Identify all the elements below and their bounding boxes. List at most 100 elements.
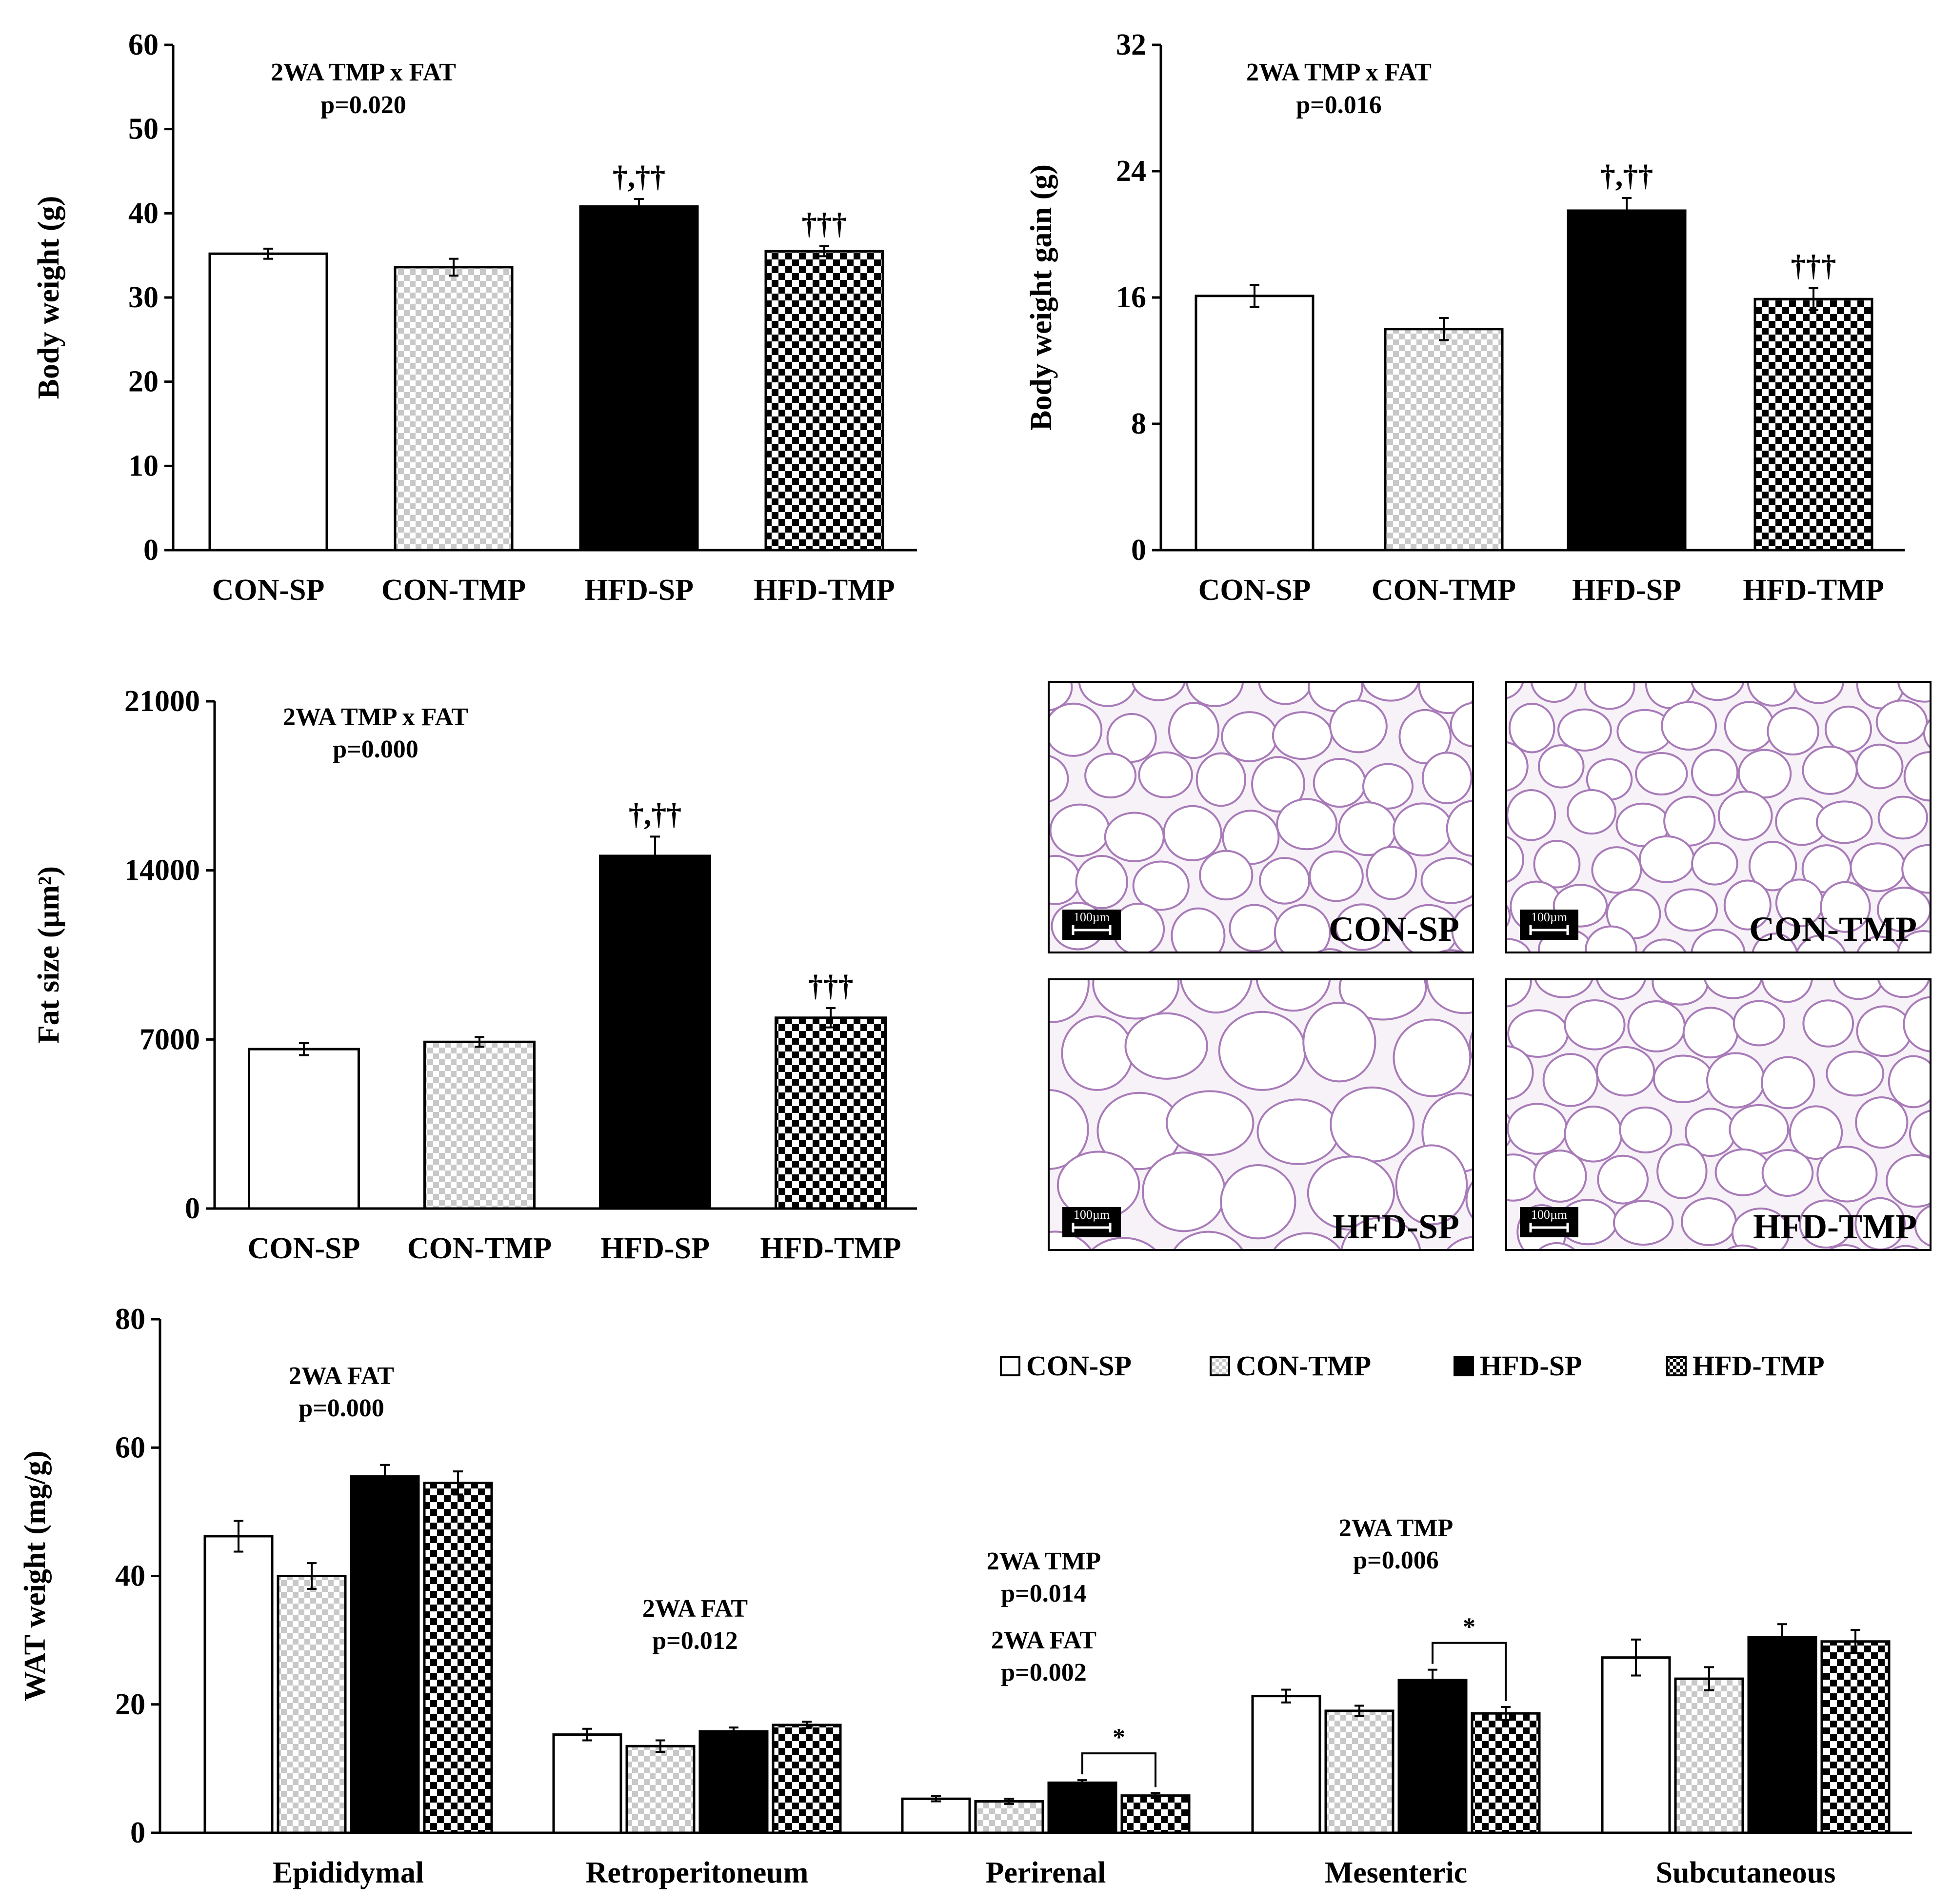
- error-bar: [1281, 1688, 1291, 1704]
- adipocyte: [1195, 752, 1247, 807]
- adipocyte: [1888, 1055, 1931, 1109]
- adipocyte: [1362, 763, 1414, 810]
- adipocyte: [922, 956, 1007, 1022]
- stats-annotation: 2WA FAT: [991, 1626, 1096, 1654]
- legend-label: HFD-TMP: [1693, 1350, 1825, 1382]
- category-label: CON-SP: [1198, 574, 1311, 607]
- adipocyte: [1802, 745, 1858, 795]
- scale-bar: 100µm: [1520, 1207, 1578, 1237]
- adipocyte: [1855, 1096, 1909, 1149]
- adipocyte: [1302, 1001, 1376, 1083]
- y-tick-label: 20: [115, 1688, 145, 1721]
- adipocyte: [1724, 701, 1775, 752]
- adipocyte: [1903, 996, 1931, 1052]
- bar-con-sp: [248, 1048, 360, 1210]
- error-bar: [1809, 287, 1818, 311]
- adipocyte: [1875, 699, 1928, 745]
- adipocyte: [1856, 1005, 1912, 1057]
- adipocyte: [1731, 1208, 1790, 1250]
- y-tick-label: 30: [128, 281, 159, 314]
- micrograph-frame: [1048, 978, 1474, 1251]
- adipocyte: [1398, 709, 1452, 765]
- error-bar: [582, 1727, 592, 1742]
- adipocyte: [1914, 1205, 1931, 1247]
- adipocyte: [1627, 1000, 1686, 1052]
- adipocyte: [1329, 699, 1388, 754]
- adipocyte: [1340, 1216, 1421, 1250]
- category-label: CON-SP: [212, 574, 325, 607]
- adipocyte: [1514, 604, 1564, 656]
- adipocyte: [1251, 756, 1306, 813]
- category-label: CON-SP: [248, 1232, 360, 1265]
- error-bar: [453, 1470, 463, 1496]
- adipocyte: [1276, 798, 1338, 851]
- bar-epididymal-con-tmp: [277, 1575, 347, 1834]
- legend-swatch-con-sp: [1000, 1356, 1020, 1376]
- adipocyte: [1567, 789, 1617, 835]
- y-tick-label: 0: [130, 1816, 145, 1849]
- micrograph-label: HFD-SP: [1333, 1207, 1459, 1246]
- legend: CON-SP CON-TMP HFD-SP HFD-TMP: [1000, 1350, 1825, 1382]
- adipocyte: [1257, 682, 1313, 705]
- stats-annotation: 2WA TMP x FAT: [271, 59, 456, 86]
- significance-mark: †,††: [613, 160, 666, 194]
- adipocyte: [1723, 879, 1772, 931]
- stats-annotation: 2WA TMP x FAT: [1246, 59, 1432, 86]
- category-label: HFD-TMP: [754, 574, 895, 607]
- adipocyte: [1703, 979, 1763, 999]
- adipocyte: [1691, 749, 1739, 796]
- y-tick-label: 24: [1116, 155, 1146, 188]
- adipocyte: [1733, 1000, 1786, 1047]
- stats-annotation: p=0.014: [1001, 1580, 1087, 1607]
- adipocyte: [1052, 605, 1101, 659]
- adipocyte: [1179, 979, 1253, 1014]
- adipocyte: [1061, 1015, 1134, 1091]
- adipocyte: [1111, 605, 1162, 657]
- bar-subcutaneous-con-tmp: [1674, 1677, 1744, 1834]
- adipocyte: [1725, 1244, 1760, 1250]
- adipocyte: [1309, 850, 1364, 902]
- adipocyte: [1690, 682, 1745, 701]
- adipocyte: [1049, 702, 1103, 757]
- chart-wat_weight: 0 20 40 60 80 WAT weight (mg/g) Epididymal Retr…: [19, 1303, 1912, 1889]
- stats-annotation: p=0.016: [1296, 91, 1382, 119]
- stats-annotation: p=0.002: [1001, 1659, 1087, 1686]
- adipocyte: [1361, 682, 1420, 702]
- adipocyte: [1104, 812, 1165, 862]
- y-tick-label: 7000: [139, 1023, 200, 1056]
- adipocyte: [1660, 604, 1713, 655]
- bar-hfd-tmp: [775, 1016, 887, 1210]
- adipocyte: [1747, 682, 1798, 707]
- adipocyte: [1766, 614, 1817, 654]
- adipocyte: [1729, 1104, 1790, 1155]
- error-bar: [634, 198, 644, 216]
- adipocyte: [980, 878, 1052, 947]
- bar-hfd-sp: [599, 854, 711, 1210]
- adipocyte: [1506, 1153, 1541, 1202]
- adipocyte: [1229, 904, 1280, 952]
- micrograph-hfd-sp: 100µm HFD-SP: [922, 878, 1474, 1251]
- category-label: HFD-SP: [1572, 574, 1681, 607]
- error-bar: [299, 1042, 309, 1056]
- scale-bar-line: [1529, 925, 1569, 935]
- error-bar: [1501, 1706, 1511, 1721]
- legend-label: HFD-SP: [1480, 1350, 1582, 1382]
- adipocyte: [1163, 805, 1222, 862]
- adipocyte: [1824, 705, 1872, 753]
- adipocyte: [1420, 857, 1473, 904]
- adipocyte-cells: [1506, 604, 1931, 952]
- adipocyte: [1049, 1089, 1089, 1170]
- bar-epididymal-con-sp: [203, 1535, 274, 1834]
- micrograph-frame: [1505, 681, 1932, 953]
- adipocyte: [1106, 713, 1157, 763]
- error-bar: [1004, 1798, 1014, 1805]
- adipocyte: [1635, 752, 1688, 796]
- adipocyte: [1530, 682, 1578, 703]
- adipocyte: [1199, 850, 1254, 901]
- adipocyte: [1449, 616, 1502, 662]
- adipocyte: [1597, 1154, 1649, 1205]
- adipocyte: [1049, 1230, 1093, 1250]
- adipocyte: [1537, 1242, 1576, 1250]
- stats-annotation: p=0.006: [1353, 1547, 1439, 1574]
